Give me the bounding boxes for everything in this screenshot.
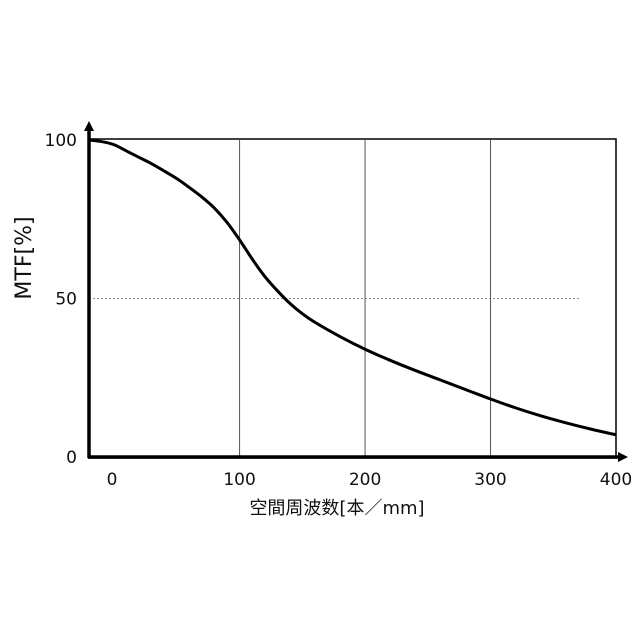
x-tick-label-400: 400	[600, 470, 632, 490]
x-axis-title: 空間周波数[本／mm]	[249, 498, 424, 519]
x-tick-label-200: 200	[349, 470, 381, 490]
x-tick-label-0: 0	[107, 470, 118, 490]
series-group	[89, 140, 616, 435]
mtf-curve-series-0	[89, 140, 616, 435]
x-tick-label-100: 100	[223, 470, 255, 490]
y-tick-label-0: 0	[66, 448, 77, 468]
y-tick-label-100: 100	[45, 131, 77, 151]
x-axis-arrow-icon	[618, 452, 628, 462]
y-tick-label-50: 50	[55, 290, 77, 310]
y-axis-title: MTF[%]	[12, 216, 37, 299]
x-tick-label-300: 300	[474, 470, 506, 490]
plot-frame	[89, 139, 616, 458]
x-tick-labels: 0 100 200 300 400	[107, 470, 633, 490]
y-axis-arrow-icon	[84, 121, 94, 131]
y-tick-labels: 0 50 100	[45, 131, 77, 468]
